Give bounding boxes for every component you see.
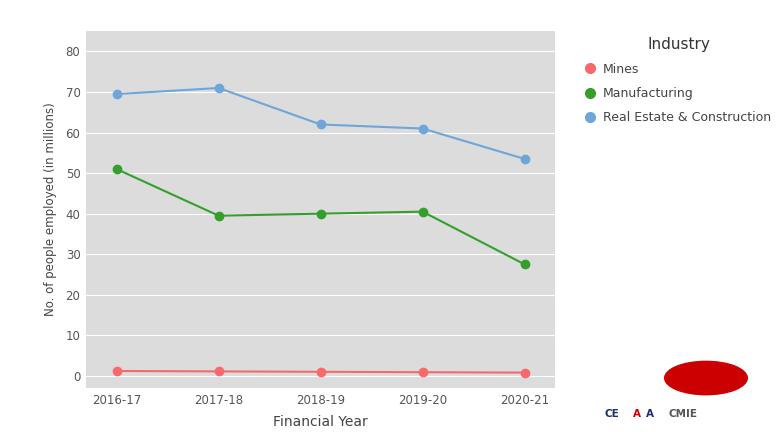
X-axis label: Financial Year: Financial Year [273,415,368,429]
Text: CE: CE [604,409,619,419]
Legend: Mines, Manufacturing, Real Estate & Construction: Mines, Manufacturing, Real Estate & Cons… [580,30,777,131]
Text: A: A [646,409,654,419]
Text: CMIE: CMIE [669,409,698,419]
Text: A: A [633,409,640,419]
Y-axis label: No. of people employed (in millions): No. of people employed (in millions) [45,103,57,317]
Circle shape [665,361,748,395]
